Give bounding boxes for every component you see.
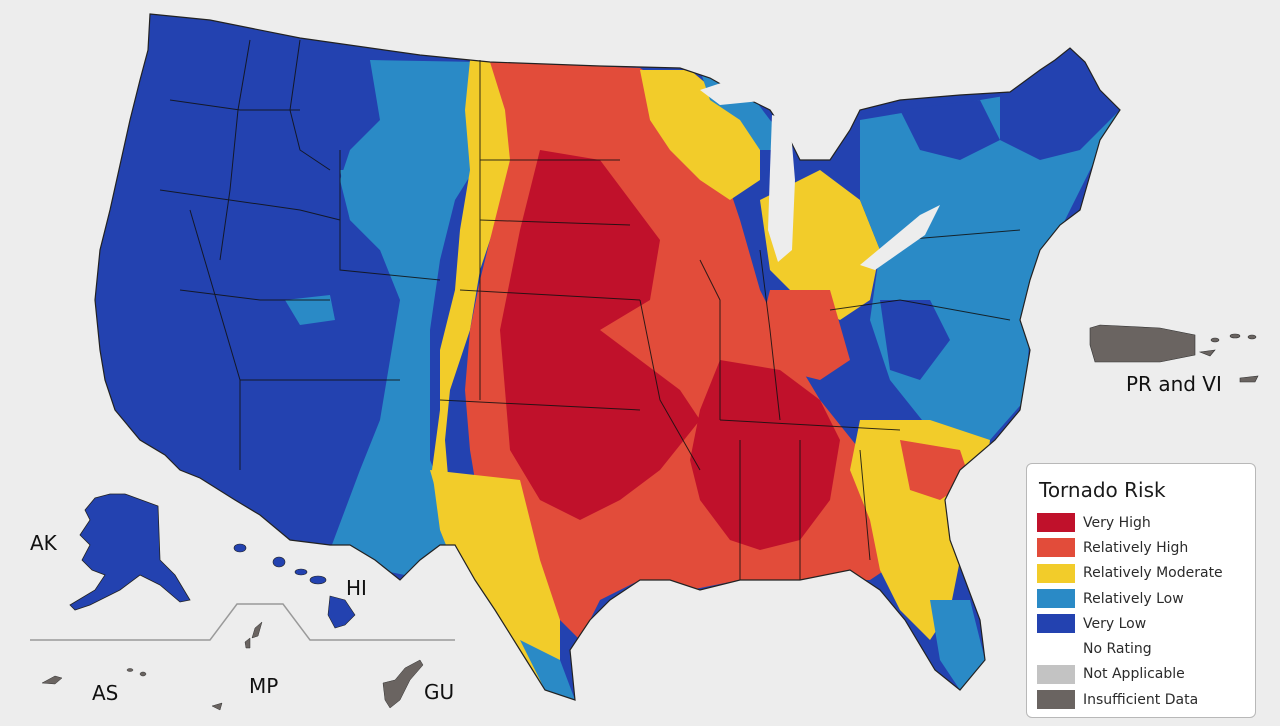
swatch-relatively-high	[1037, 538, 1075, 558]
legend-label: Very Low	[1083, 615, 1147, 632]
swatch-no-rating	[1037, 639, 1075, 659]
hawaii	[233, 543, 356, 629]
legend-item-very-low: Very Low	[1037, 611, 1245, 636]
lake-superior	[700, 55, 810, 105]
label-gu: GU	[424, 680, 455, 704]
legend-label: Insufficient Data	[1083, 691, 1199, 708]
label-ak: AK	[30, 531, 57, 555]
label-as: AS	[92, 681, 119, 705]
legend-label: Relatively Low	[1083, 590, 1184, 607]
legend-label: Very High	[1083, 514, 1151, 531]
legend-label: Relatively Moderate	[1083, 565, 1223, 582]
legend-item-no-rating: No Rating	[1037, 636, 1245, 661]
swatch-relatively-low	[1037, 589, 1075, 609]
legend-item-relatively-moderate: Relatively Moderate	[1037, 561, 1245, 586]
legend-item-insufficient-data: Insufficient Data	[1037, 687, 1245, 712]
inset-divider	[30, 603, 455, 641]
legend-title: Tornado Risk	[1039, 478, 1166, 502]
lake-michigan	[768, 115, 795, 262]
legend-item-not-applicable: Not Applicable	[1037, 662, 1245, 687]
puerto-rico-vi	[1089, 324, 1259, 383]
alaska	[69, 493, 191, 611]
legend-item-relatively-high: Relatively High	[1037, 535, 1245, 560]
swatch-insufficient-data	[1037, 690, 1075, 710]
legend-item-relatively-low: Relatively Low	[1037, 586, 1245, 611]
legend-item-very-high: Very High	[1037, 510, 1245, 535]
label-hi: HI	[346, 576, 367, 600]
conus-outline	[94, 13, 1121, 701]
legend-label: Relatively High	[1083, 539, 1189, 556]
legend-label: Not Applicable	[1083, 666, 1185, 683]
label-mp: MP	[249, 674, 279, 698]
swatch-very-low	[1037, 614, 1075, 634]
swatch-relatively-moderate	[1037, 563, 1075, 583]
label-pr-vi: PR and VI	[1126, 372, 1222, 396]
pacific-territories	[41, 621, 424, 711]
legend-label: No Rating	[1083, 641, 1152, 658]
state-borders	[159, 39, 1021, 580]
swatch-very-high	[1037, 513, 1075, 533]
lake-erie	[860, 205, 940, 270]
swatch-not-applicable	[1037, 664, 1075, 684]
legend: Tornado Risk Very High Relatively High R…	[1026, 463, 1256, 718]
